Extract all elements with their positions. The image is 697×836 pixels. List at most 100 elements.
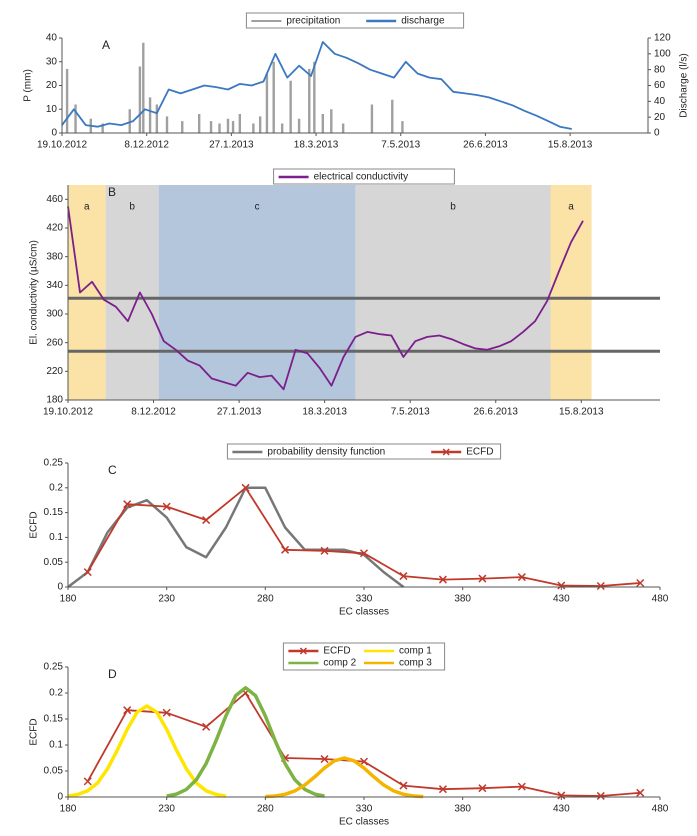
y-tick-label: 20	[46, 80, 58, 91]
y-tick-label: 30	[46, 56, 58, 67]
series-line	[67, 206, 584, 391]
y-tick-label: 0	[51, 128, 57, 139]
marker	[202, 516, 211, 525]
x-tick-label: 280	[257, 594, 274, 605]
marker	[281, 545, 290, 554]
y2-tick-label: 120	[654, 33, 671, 44]
x-tick-label: 230	[158, 804, 175, 815]
bar	[226, 118, 230, 133]
y-tick-label: 460	[46, 194, 63, 205]
series-line	[265, 756, 424, 799]
x-tick-label: 180	[60, 594, 77, 605]
bar	[65, 68, 69, 133]
marker	[478, 574, 487, 583]
period-band	[550, 185, 592, 400]
marker	[320, 755, 329, 764]
x-tick-label: 380	[454, 594, 471, 605]
bar	[128, 109, 131, 133]
bar	[258, 116, 262, 133]
y-tick-label: 0.1	[49, 740, 63, 751]
x-tick-label: 330	[356, 594, 373, 605]
y-tick-label: 40	[46, 33, 58, 44]
period-label: c	[255, 202, 260, 213]
x-tick-label: 19.10.2012	[37, 140, 87, 151]
bar	[181, 121, 184, 133]
marker	[123, 500, 132, 509]
legend-marker	[442, 448, 450, 456]
period-label: a	[84, 202, 90, 213]
x-tick-label: 480	[652, 804, 669, 815]
legend-label: precipitation	[286, 16, 340, 27]
marker	[359, 757, 369, 766]
y-axis-label: ECFD	[29, 511, 40, 538]
bar	[209, 121, 213, 133]
bar	[297, 118, 301, 133]
bar	[341, 123, 345, 133]
legend-label: electrical conductivity	[314, 172, 408, 183]
bar	[330, 109, 333, 133]
period-band	[158, 185, 356, 400]
x-tick-label: 26.6.2013	[463, 140, 508, 151]
x-tick-label: 15.8.2013	[559, 407, 604, 418]
marker	[399, 572, 408, 581]
period-band	[105, 185, 159, 400]
bar	[308, 68, 311, 133]
y-tick-label: 340	[46, 280, 63, 291]
bar	[280, 123, 284, 133]
bar	[391, 99, 394, 133]
x-tick-label: 280	[257, 804, 274, 815]
bar	[238, 114, 242, 133]
x-tick-label: 8.12.2012	[131, 407, 176, 418]
period-label: b	[450, 202, 456, 213]
marker	[162, 708, 171, 717]
x-tick-label: 19.10.2012	[43, 407, 93, 418]
legend-label: discharge	[401, 16, 445, 27]
bar	[252, 123, 255, 133]
y2-tick-label: 40	[654, 96, 666, 107]
y-tick-label: 10	[46, 104, 58, 115]
bar	[148, 97, 152, 133]
y-tick-label: 380	[46, 251, 63, 262]
marker	[596, 581, 605, 591]
x-tick-label: 430	[553, 804, 570, 815]
y-tick-label: 0.2	[49, 482, 63, 493]
marker	[320, 546, 329, 555]
y2-axis-label: Discharge (l/s)	[679, 53, 690, 117]
period-label: b	[129, 202, 135, 213]
y-tick-label: 180	[46, 395, 63, 406]
y-tick-label: 0.05	[44, 766, 64, 777]
marker	[359, 549, 369, 558]
panel-label: D	[108, 667, 117, 681]
bar	[218, 123, 221, 133]
y-tick-label: 0.25	[44, 458, 64, 469]
panel-label: C	[108, 463, 117, 477]
y-axis-label: El. conductivity (µS/cm)	[29, 240, 40, 345]
y-tick-label: 0	[57, 792, 63, 803]
x-tick-label: 18.3.2013	[302, 407, 347, 418]
legend-box	[273, 168, 455, 185]
marker	[517, 782, 526, 791]
y2-tick-label: 20	[654, 112, 666, 123]
series-line	[166, 686, 325, 798]
marker	[123, 706, 132, 715]
y-tick-label: 0.15	[44, 507, 64, 518]
bar	[74, 104, 77, 133]
bar	[231, 121, 235, 133]
bar	[138, 66, 142, 133]
y2-tick-label: 80	[654, 64, 666, 75]
marker	[162, 502, 171, 511]
legend-label: ECFD	[323, 646, 350, 657]
legend-label: probability density function	[267, 447, 385, 458]
x-tick-label: 18.3.2013	[294, 140, 339, 151]
bar	[155, 104, 159, 133]
marker	[557, 581, 566, 590]
bar	[197, 114, 201, 133]
legend-label: ECFD	[466, 447, 493, 458]
y2-tick-label: 100	[654, 48, 671, 59]
legend-marker	[299, 647, 307, 655]
y-tick-label: 260	[46, 337, 63, 348]
marker	[438, 575, 447, 584]
panel-label: A	[102, 38, 110, 52]
marker	[596, 791, 605, 800]
marker	[399, 781, 408, 790]
